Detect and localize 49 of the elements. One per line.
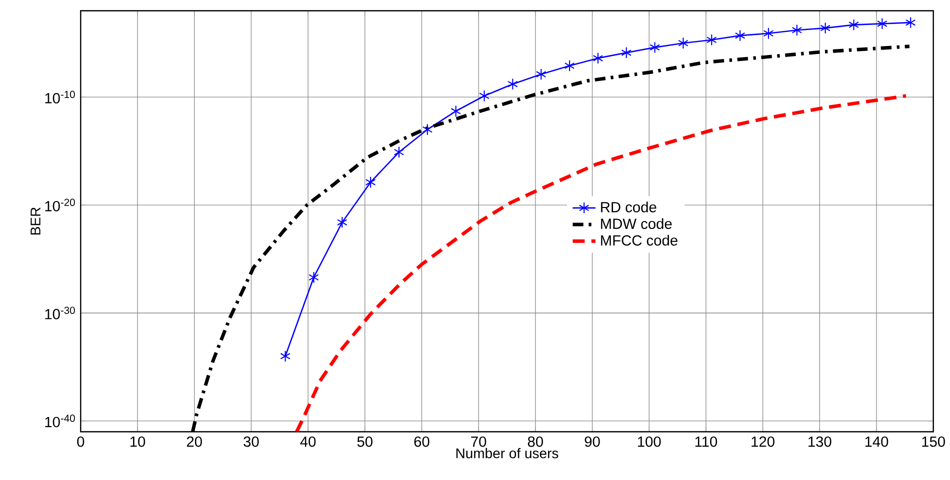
x-tick-label: 130 — [808, 436, 832, 447]
point — [479, 90, 490, 102]
point — [337, 216, 348, 228]
x-tick-label: 30 — [244, 436, 259, 447]
x-tick-label: 50 — [357, 436, 372, 447]
point — [621, 46, 632, 59]
point — [734, 30, 746, 42]
point — [564, 60, 575, 72]
y-tick-label: 10$^{-20}$ — [45, 198, 75, 212]
point — [706, 34, 717, 46]
x-tick-label: 90 — [584, 436, 600, 447]
x-axis-title: Number of users — [456, 448, 558, 458]
point — [308, 271, 319, 284]
x-tick-label: 110 — [695, 436, 718, 447]
x-tick-label: 80 — [528, 436, 543, 447]
legend-label: MFCC code — [601, 234, 678, 246]
x-tick-label: 40 — [300, 436, 316, 447]
point — [650, 42, 660, 54]
point — [536, 68, 546, 80]
x-tick-label: 20 — [186, 436, 202, 447]
point — [394, 146, 404, 158]
y-tick-label: 10$^{-40}$ — [45, 414, 75, 428]
x-tick-label: 120 — [752, 436, 774, 447]
point — [763, 28, 774, 40]
point — [508, 78, 518, 90]
point — [877, 18, 888, 30]
point — [280, 350, 290, 362]
point — [905, 16, 916, 28]
y-tick-label: 10$^{-30}$ — [45, 306, 75, 320]
point — [450, 105, 461, 118]
point — [592, 52, 604, 64]
x-tick-label: 60 — [414, 436, 430, 447]
y-axis-title: BER — [30, 208, 40, 234]
x-tick-label: 150 — [922, 436, 945, 447]
point — [848, 18, 859, 31]
point — [422, 124, 433, 136]
point — [820, 22, 830, 34]
y-tick-label: 10$^{-10}$ — [45, 90, 75, 104]
x-tick-label: 0 — [77, 436, 84, 447]
legend-label: RD code — [601, 202, 656, 212]
line-series — [294, 94, 908, 432]
x-tick-label: 140 — [865, 436, 888, 447]
x-tick-label: 70 — [471, 436, 486, 447]
point — [792, 24, 802, 36]
point — [678, 37, 688, 49]
legend-label: MDW code — [601, 218, 672, 229]
x-tick-label: 10 — [130, 436, 146, 447]
point — [365, 176, 376, 188]
x-tick-label: 100 — [638, 436, 661, 447]
